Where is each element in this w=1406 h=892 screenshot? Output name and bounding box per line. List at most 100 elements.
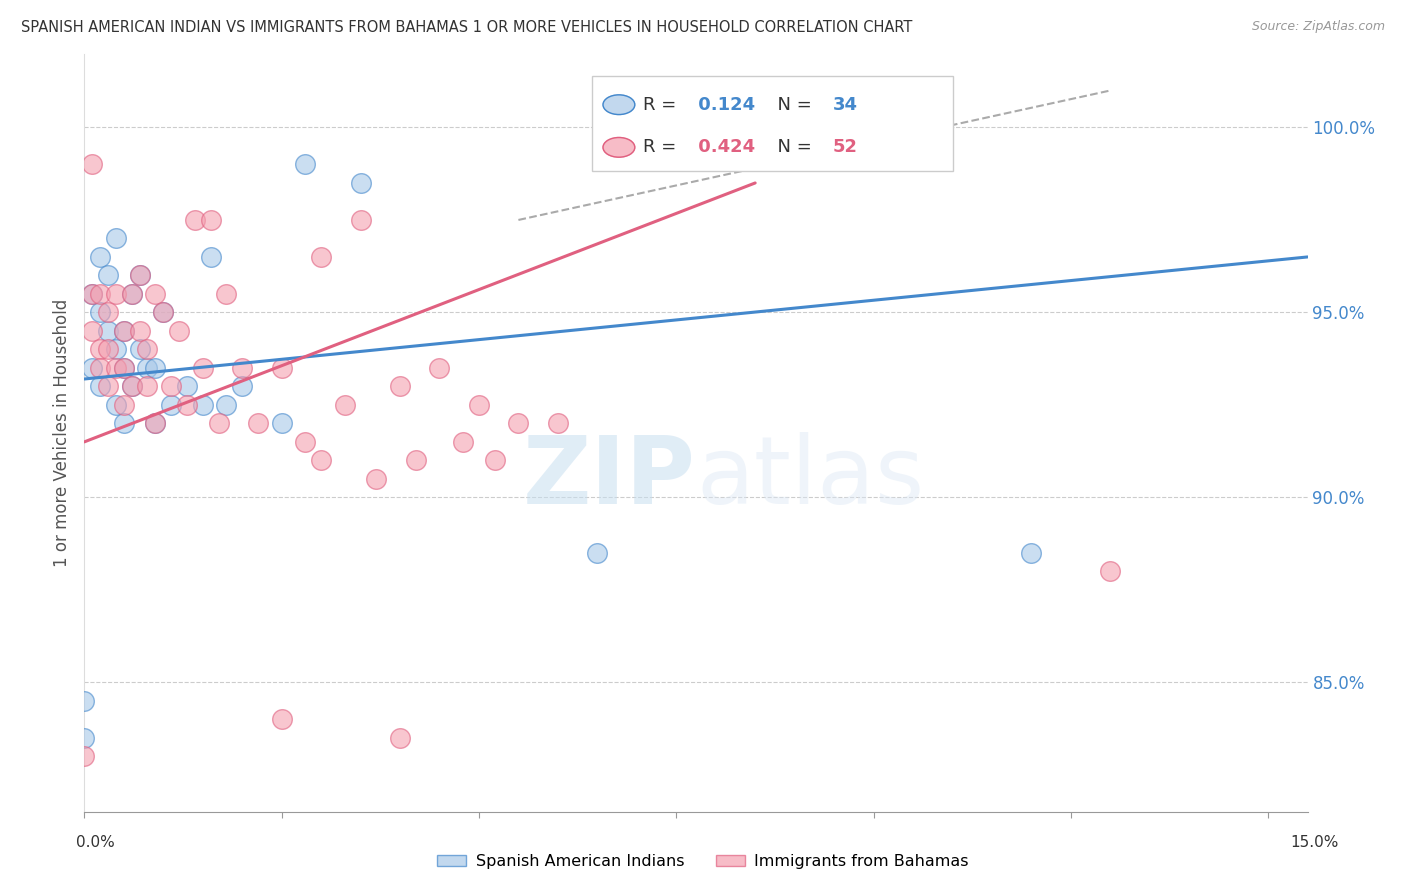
Text: 15.0%: 15.0% <box>1291 836 1339 850</box>
Point <box>451 434 474 449</box>
Point <box>145 360 167 375</box>
Point <box>128 343 150 357</box>
Point <box>97 305 120 319</box>
Point <box>97 268 120 283</box>
Text: 34: 34 <box>832 95 858 113</box>
Point <box>270 712 292 726</box>
Point <box>184 213 207 227</box>
Point <box>200 250 222 264</box>
Point <box>191 360 214 375</box>
Text: 0.124: 0.124 <box>692 95 755 113</box>
Point <box>89 305 111 319</box>
Point <box>104 343 127 357</box>
Point <box>586 546 609 560</box>
Point <box>309 453 332 467</box>
Point <box>484 453 506 467</box>
Point <box>112 360 135 375</box>
Point <box>468 398 491 412</box>
Point <box>82 324 104 338</box>
Point <box>200 213 222 227</box>
Legend: Spanish American Indians, Immigrants from Bahamas: Spanish American Indians, Immigrants fro… <box>430 847 976 875</box>
Point <box>82 287 104 301</box>
Point <box>89 343 111 357</box>
Point <box>136 360 159 375</box>
Text: 52: 52 <box>832 138 858 156</box>
Point <box>73 749 96 764</box>
Point <box>231 379 253 393</box>
Point <box>429 360 451 375</box>
Point <box>160 398 183 412</box>
Point <box>112 360 135 375</box>
Point <box>366 472 388 486</box>
Text: atlas: atlas <box>696 432 924 524</box>
Point <box>152 305 174 319</box>
Point <box>121 379 143 393</box>
Point <box>104 398 127 412</box>
Point <box>104 287 127 301</box>
Text: N =: N = <box>766 95 817 113</box>
Point <box>246 417 269 431</box>
Point <box>145 417 167 431</box>
Point <box>104 231 127 245</box>
Point <box>215 398 238 412</box>
Point <box>82 157 104 171</box>
Point <box>167 324 190 338</box>
Point <box>215 287 238 301</box>
Point <box>89 287 111 301</box>
Y-axis label: 1 or more Vehicles in Household: 1 or more Vehicles in Household <box>53 299 72 566</box>
Point <box>121 379 143 393</box>
Text: Source: ZipAtlas.com: Source: ZipAtlas.com <box>1251 20 1385 33</box>
Point <box>136 379 159 393</box>
Point <box>1099 564 1122 578</box>
Text: 0.0%: 0.0% <box>76 836 115 850</box>
FancyBboxPatch shape <box>592 77 953 171</box>
Point <box>97 324 120 338</box>
Point <box>89 360 111 375</box>
Point <box>121 287 143 301</box>
Point <box>349 213 371 227</box>
Point <box>112 324 135 338</box>
Circle shape <box>603 95 636 114</box>
Point <box>152 305 174 319</box>
Circle shape <box>603 137 636 157</box>
Point <box>294 434 316 449</box>
Point <box>145 287 167 301</box>
Point <box>112 324 135 338</box>
Point <box>349 176 371 190</box>
Text: SPANISH AMERICAN INDIAN VS IMMIGRANTS FROM BAHAMAS 1 OR MORE VEHICLES IN HOUSEHO: SPANISH AMERICAN INDIAN VS IMMIGRANTS FR… <box>21 20 912 35</box>
Point <box>270 360 292 375</box>
Point <box>405 453 427 467</box>
Point <box>231 360 253 375</box>
Point <box>82 287 104 301</box>
Point <box>73 731 96 745</box>
Point <box>112 417 135 431</box>
Text: ZIP: ZIP <box>523 432 696 524</box>
Point <box>128 268 150 283</box>
Point <box>112 398 135 412</box>
Point <box>176 379 198 393</box>
Point <box>89 379 111 393</box>
Point <box>508 417 530 431</box>
Point <box>191 398 214 412</box>
Point <box>136 343 159 357</box>
Point <box>309 250 332 264</box>
Text: R =: R = <box>644 138 682 156</box>
Point <box>389 379 412 393</box>
Point <box>176 398 198 412</box>
Point <box>82 360 104 375</box>
Point <box>389 731 412 745</box>
Point <box>97 379 120 393</box>
Point <box>547 417 569 431</box>
Text: 0.424: 0.424 <box>692 138 755 156</box>
Point <box>73 694 96 708</box>
Point <box>97 343 120 357</box>
Point <box>128 268 150 283</box>
Text: N =: N = <box>766 138 817 156</box>
Point <box>1021 546 1043 560</box>
Point <box>160 379 183 393</box>
Point <box>89 250 111 264</box>
Point <box>333 398 356 412</box>
Text: R =: R = <box>644 95 682 113</box>
Point <box>294 157 316 171</box>
Point <box>270 417 292 431</box>
